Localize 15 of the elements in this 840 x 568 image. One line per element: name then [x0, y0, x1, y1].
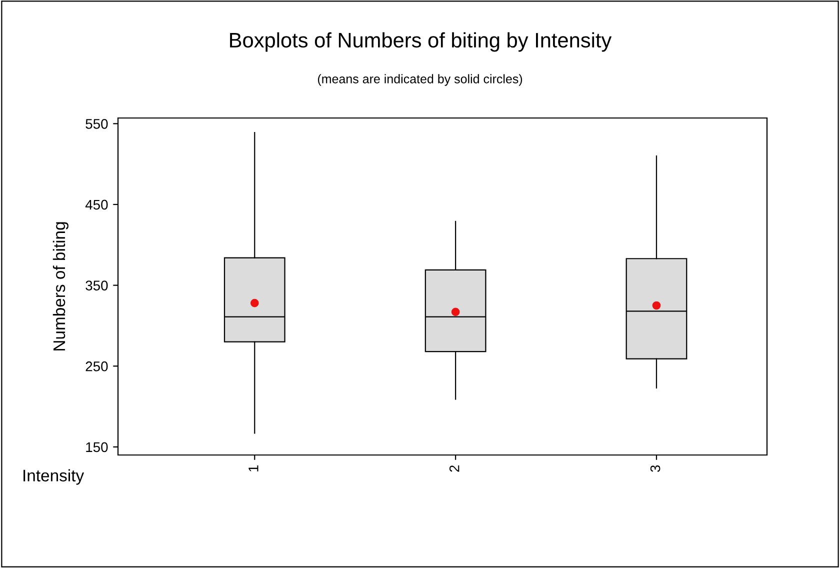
point — [250, 298, 259, 308]
x-tick-label: 1 — [248, 465, 258, 472]
chart-subtitle: (means are indicated by solid circles) — [318, 74, 522, 86]
y-tick-label: 550 — [86, 118, 108, 129]
chart-title: Boxplots of Numbers of biting by Intensity — [230, 32, 612, 52]
x-axis-title: Intensity — [24, 469, 84, 485]
y-axis-title: Numbers of biting — [52, 222, 68, 350]
x-tick-label: 2 — [449, 465, 460, 472]
point — [652, 301, 661, 310]
y-tick-label: 350 — [86, 280, 108, 290]
y-tick-label: 450 — [85, 200, 108, 210]
y-tick-label: 150 — [86, 442, 108, 452]
y-tick-label: 250 — [86, 361, 108, 372]
point — [451, 308, 460, 316]
x-tick-label: 3 — [650, 465, 660, 472]
